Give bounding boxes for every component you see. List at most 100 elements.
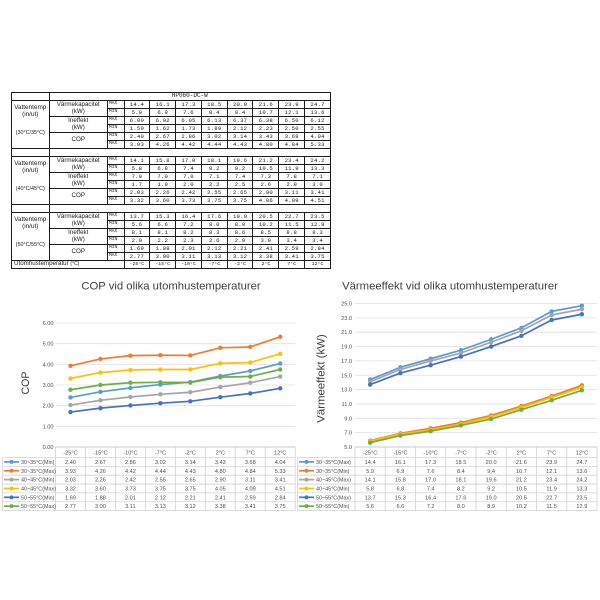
svg-text:15.0: 15.0	[341, 373, 352, 379]
svg-text:12°C: 12°C	[274, 450, 287, 456]
svg-text:2.90: 2.90	[215, 478, 226, 484]
svg-text:3.75: 3.75	[155, 486, 166, 492]
svg-text:8.9: 8.9	[487, 504, 495, 510]
svg-text:11.0: 11.0	[342, 402, 352, 408]
svg-text:9.4: 9.4	[487, 469, 495, 475]
svg-text:1.88: 1.88	[95, 495, 106, 501]
svg-text:7°C: 7°C	[547, 450, 556, 456]
svg-text:40~45°C(Max): 40~45°C(Max)	[21, 486, 56, 492]
svg-text:-15°C: -15°C	[93, 450, 107, 456]
svg-text:7.2: 7.2	[427, 504, 435, 510]
svg-text:6.8: 6.8	[396, 486, 404, 492]
svg-text:2.59: 2.59	[245, 495, 256, 501]
svg-text:23.0: 23.0	[341, 316, 352, 322]
svg-text:5.9: 5.9	[366, 469, 374, 475]
svg-text:-25°C: -25°C	[363, 450, 377, 456]
svg-text:4.05: 4.05	[215, 486, 226, 492]
svg-text:Värmeeffekt (kW): Värmeeffekt (kW)	[316, 334, 328, 423]
svg-text:-15°C: -15°C	[393, 450, 407, 456]
svg-text:18.5: 18.5	[455, 460, 466, 466]
svg-text:3.38: 3.38	[215, 504, 226, 510]
svg-text:20.0: 20.0	[486, 460, 497, 466]
svg-text:24.2: 24.2	[576, 478, 587, 484]
svg-text:23.9: 23.9	[546, 460, 557, 466]
svg-text:-7°C: -7°C	[155, 450, 166, 456]
svg-text:30~35°C(Max): 30~35°C(Max)	[21, 469, 56, 475]
svg-text:6.6: 6.6	[396, 504, 404, 510]
svg-text:3.41: 3.41	[245, 504, 256, 510]
svg-text:3.32: 3.32	[65, 486, 76, 492]
svg-text:3.02: 3.02	[155, 460, 166, 466]
svg-text:21.2: 21.2	[516, 478, 527, 484]
svg-text:50~55°C(Min): 50~55°C(Min)	[21, 495, 55, 501]
svg-text:1.00: 1.00	[43, 424, 54, 430]
svg-text:14.1: 14.1	[365, 478, 376, 484]
svg-text:3.93: 3.93	[65, 469, 76, 475]
svg-text:1.69: 1.69	[65, 495, 76, 501]
svg-text:-2°C: -2°C	[485, 450, 496, 456]
svg-text:5.33: 5.33	[275, 469, 286, 475]
svg-text:7°C: 7°C	[246, 450, 255, 456]
svg-text:-25°C: -25°C	[63, 450, 77, 456]
svg-text:11.9: 11.9	[546, 486, 556, 492]
svg-text:13.0: 13.0	[341, 388, 352, 394]
svg-text:7.0: 7.0	[344, 431, 352, 437]
svg-text:16.4: 16.4	[425, 495, 436, 501]
svg-text:13.3: 13.3	[576, 486, 587, 492]
svg-text:5.8: 5.8	[366, 486, 374, 492]
svg-text:4.04: 4.04	[275, 460, 286, 466]
svg-text:12.1: 12.1	[546, 469, 557, 475]
svg-text:9.0: 9.0	[344, 416, 352, 422]
svg-text:-2°C: -2°C	[185, 450, 196, 456]
svg-text:13.6: 13.6	[576, 469, 587, 475]
svg-text:24.7: 24.7	[576, 460, 587, 466]
svg-text:Värmeeffekt vid olika utomhust: Värmeeffekt vid olika utomhustemperature…	[342, 281, 558, 293]
svg-text:13.7: 13.7	[365, 495, 376, 501]
svg-text:23.4: 23.4	[546, 478, 557, 484]
svg-text:40~45°C(Min): 40~45°C(Min)	[316, 486, 350, 492]
svg-text:-10°C: -10°C	[423, 450, 437, 456]
svg-text:20.5: 20.5	[516, 495, 527, 501]
svg-text:4.26: 4.26	[95, 469, 106, 475]
svg-text:3.11: 3.11	[125, 504, 135, 510]
svg-text:4.44: 4.44	[155, 469, 166, 475]
svg-text:10.2: 10.2	[516, 504, 527, 510]
svg-text:21.6: 21.6	[516, 460, 527, 466]
svg-text:8.2: 8.2	[457, 486, 465, 492]
svg-text:19.0: 19.0	[486, 495, 497, 501]
svg-text:-10°C: -10°C	[123, 450, 137, 456]
svg-text:4.09: 4.09	[245, 486, 256, 492]
svg-text:4.51: 4.51	[275, 486, 286, 492]
svg-text:4.00: 4.00	[43, 362, 54, 368]
svg-text:7.4: 7.4	[427, 486, 435, 492]
svg-text:12°C: 12°C	[576, 450, 589, 456]
svg-text:10.7: 10.7	[516, 469, 527, 475]
svg-text:7.6: 7.6	[427, 469, 435, 475]
svg-text:2.65: 2.65	[185, 478, 196, 484]
svg-text:25.0: 25.0	[341, 302, 352, 308]
svg-text:14.4: 14.4	[365, 460, 376, 466]
svg-text:4.84: 4.84	[245, 469, 256, 475]
svg-text:15.8: 15.8	[395, 478, 406, 484]
svg-text:11.5: 11.5	[546, 504, 556, 510]
svg-text:50~55°C(Max): 50~55°C(Max)	[21, 504, 56, 510]
svg-text:40~45°C(Max): 40~45°C(Max)	[316, 478, 351, 484]
svg-text:18.1: 18.1	[455, 478, 466, 484]
svg-text:4.80: 4.80	[215, 469, 226, 475]
svg-text:COP vid olika utomhustemperatu: COP vid olika utomhustemperaturer	[81, 281, 261, 293]
svg-text:2.86: 2.86	[125, 460, 136, 466]
svg-text:4.43: 4.43	[185, 469, 196, 475]
svg-text:3.11: 3.11	[245, 478, 255, 484]
svg-text:19.6: 19.6	[486, 478, 497, 484]
svg-text:3.73: 3.73	[125, 486, 136, 492]
svg-text:3.14: 3.14	[185, 460, 196, 466]
svg-text:3.41: 3.41	[275, 478, 286, 484]
svg-text:3.13: 3.13	[155, 504, 166, 510]
svg-text:6.00: 6.00	[43, 321, 54, 327]
svg-text:30~35°C(Min): 30~35°C(Min)	[316, 469, 350, 475]
svg-text:3.60: 3.60	[95, 486, 106, 492]
svg-text:2.55: 2.55	[155, 478, 166, 484]
svg-text:3.43: 3.43	[215, 460, 226, 466]
svg-text:5.0: 5.0	[344, 445, 352, 451]
svg-text:19.0: 19.0	[341, 345, 352, 351]
